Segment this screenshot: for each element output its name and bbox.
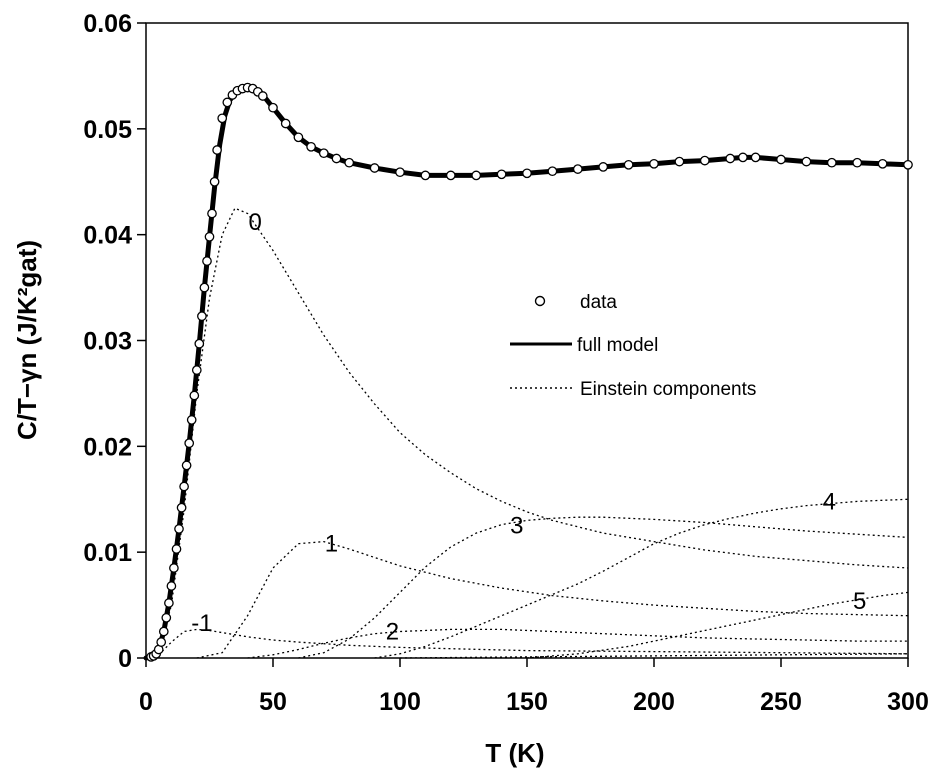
data-point <box>186 415 197 425</box>
data-point <box>212 145 222 155</box>
component-labels: 0 1 -1 2 3 4 5 <box>191 209 866 646</box>
x-tick-label: 50 <box>259 688 287 716</box>
component-label-1: -1 <box>191 610 212 637</box>
data-point <box>209 176 220 187</box>
data-point <box>257 91 268 101</box>
data-point <box>171 544 182 554</box>
data-point <box>496 169 507 180</box>
x-tick-label: 150 <box>506 688 548 716</box>
data-point <box>903 159 913 170</box>
data-point <box>293 132 304 143</box>
y-tick-label: 0.02 <box>83 433 132 461</box>
data-point <box>202 256 212 266</box>
component-label-1: 1 <box>325 531 338 558</box>
data-point <box>699 155 710 166</box>
data-point <box>189 390 200 401</box>
data-point <box>166 581 177 591</box>
x-axis-title: T (K) <box>485 738 544 768</box>
data-point <box>306 141 316 152</box>
data-point <box>445 170 456 181</box>
data-series <box>146 82 913 662</box>
data-point <box>179 481 189 492</box>
data-point <box>184 438 195 449</box>
data-point <box>522 168 532 179</box>
data-point <box>318 148 329 159</box>
data-point <box>801 156 812 167</box>
x-tick-label: 300 <box>887 688 929 716</box>
data-point <box>750 152 761 163</box>
component-label-5: 5 <box>853 588 866 615</box>
component-label-2: 2 <box>386 619 399 646</box>
data-point <box>369 163 380 173</box>
einstein-component-0 <box>158 207 909 653</box>
data-point <box>598 162 609 172</box>
data-point <box>164 598 174 608</box>
data-point <box>222 97 233 108</box>
legend-label-data: data <box>580 292 617 313</box>
y-tick-label: 0.01 <box>83 539 132 567</box>
data-point <box>199 282 210 293</box>
data-point <box>156 637 167 647</box>
component-label-0: 0 <box>249 209 262 236</box>
data-point <box>852 157 863 168</box>
x-axis-ticks: 0 50 100 150 200 250 300 <box>139 658 929 716</box>
data-point <box>207 208 217 219</box>
data-point <box>725 153 736 164</box>
data-point <box>674 156 685 167</box>
data-point <box>169 563 179 573</box>
data-point <box>776 154 786 165</box>
legend: data full model Einstein components <box>510 292 756 400</box>
component-label-3: 3 <box>510 513 523 540</box>
data-point <box>420 170 431 181</box>
einstein-component-5 <box>526 591 909 659</box>
y-tick-label: 0 <box>118 645 132 673</box>
data-point <box>572 164 583 174</box>
data-point <box>197 311 207 322</box>
legend-label-full-model: full model <box>577 335 658 356</box>
data-point <box>204 231 215 242</box>
data-point <box>471 170 482 181</box>
x-tick-label: 0 <box>139 688 153 716</box>
data-point <box>176 502 187 513</box>
einstein-component-2 <box>247 628 908 659</box>
data-point <box>649 158 659 169</box>
data-point <box>623 159 634 170</box>
einstein-components <box>158 207 909 659</box>
data-point <box>344 157 355 168</box>
data-point <box>877 158 888 169</box>
data-point <box>161 612 172 623</box>
x-tick-label: 250 <box>760 688 802 716</box>
legend-data-marker <box>534 295 546 307</box>
x-tick-label: 100 <box>379 688 421 716</box>
y-tick-label: 0.04 <box>83 222 132 250</box>
y-axis-ticks: 0 0.01 0.02 0.03 0.04 0.05 0.06 <box>83 10 146 673</box>
data-point <box>181 460 192 471</box>
data-point <box>280 118 291 129</box>
y-tick-label: 0.03 <box>83 328 132 356</box>
x-tick-label: 200 <box>633 688 675 716</box>
data-point <box>268 102 278 113</box>
data-point <box>331 153 342 164</box>
data-point <box>217 113 228 124</box>
y-axis-title: C/T−γn (J/K²gat) <box>12 240 42 440</box>
legend-label-einstein: Einstein components <box>580 379 756 400</box>
einstein-component-3 <box>298 516 909 659</box>
y-tick-label: 0.05 <box>83 116 132 144</box>
plot-frame <box>145 22 909 659</box>
data-point <box>174 524 184 534</box>
data-point <box>158 626 169 637</box>
y-tick-label: 0.06 <box>83 10 132 38</box>
component-label-4: 4 <box>823 488 836 515</box>
data-point <box>826 157 837 168</box>
data-point <box>738 152 748 163</box>
data-point <box>547 166 558 177</box>
data-point <box>191 365 202 375</box>
data-point <box>395 167 405 178</box>
data-point <box>194 338 205 349</box>
